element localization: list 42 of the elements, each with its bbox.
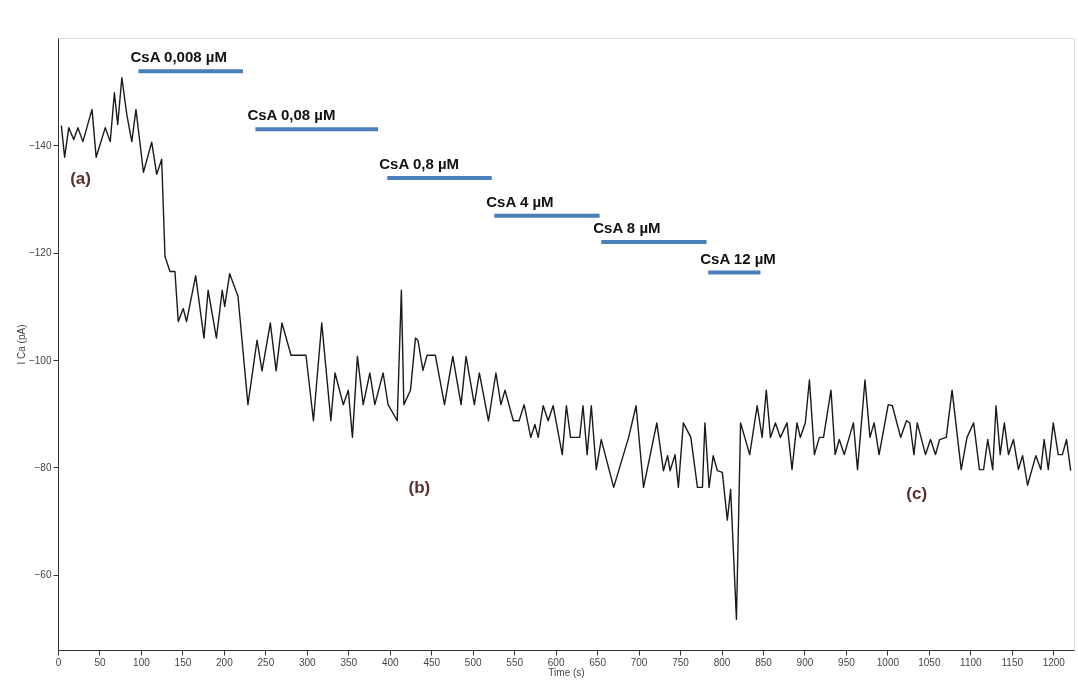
x-tick-label: 650 <box>589 656 607 668</box>
annotation: (b) <box>408 477 431 497</box>
x-tick-label: 600 <box>547 656 565 668</box>
x-tick-label: 900 <box>796 656 814 668</box>
x-tick-label: 300 <box>298 656 317 668</box>
y-tick-label: −80 <box>34 461 52 473</box>
x-tick-label: 850 <box>755 656 773 668</box>
x-tick-label: 1000 <box>876 656 900 668</box>
x-tick-label: 150 <box>174 656 192 668</box>
x-tick-label: 200 <box>216 656 234 668</box>
annotation: (c) <box>906 483 928 503</box>
annotation: CsA 0,08 µM <box>247 106 336 124</box>
y-axis-title: I Ca (pA) <box>15 324 27 365</box>
x-tick-label: 950 <box>838 656 856 668</box>
x-tick-label: 800 <box>713 656 731 668</box>
annotation: CsA 0,008 µM <box>130 48 227 66</box>
y-tick-label: −100 <box>28 354 52 366</box>
x-tick-label: 50 <box>94 656 106 668</box>
y-tick-label: −120 <box>28 247 52 259</box>
x-axis-title: Time (s) <box>548 666 585 678</box>
x-tick-label: 350 <box>340 656 358 668</box>
x-tick-label: 1150 <box>1001 656 1024 668</box>
x-tick-label: 550 <box>506 656 524 668</box>
x-tick-label: 0 <box>55 656 62 668</box>
y-tick-label: −140 <box>28 139 52 151</box>
x-tick-label: 1050 <box>918 656 941 668</box>
annotation: CsA 4 µM <box>486 192 554 210</box>
x-tick-label: 700 <box>630 656 648 668</box>
x-tick-label: 450 <box>423 656 441 668</box>
annotation: (a) <box>70 168 91 188</box>
x-tick-label: 1100 <box>960 656 983 668</box>
annotation: CsA 8 µM <box>593 219 661 236</box>
x-tick-label: 400 <box>381 656 400 668</box>
annotation: CsA 0,8 µM <box>379 155 460 173</box>
x-tick-label: 250 <box>257 656 275 668</box>
x-tick-label: 500 <box>464 656 482 668</box>
x-tick-label: 100 <box>133 656 151 668</box>
line-series <box>60 77 1072 621</box>
x-tick-label: 750 <box>672 656 690 668</box>
annotation: CsA 12 µM <box>700 249 776 267</box>
x-tick-label: 1200 <box>1042 656 1066 668</box>
y-tick-label: −60 <box>34 569 52 581</box>
